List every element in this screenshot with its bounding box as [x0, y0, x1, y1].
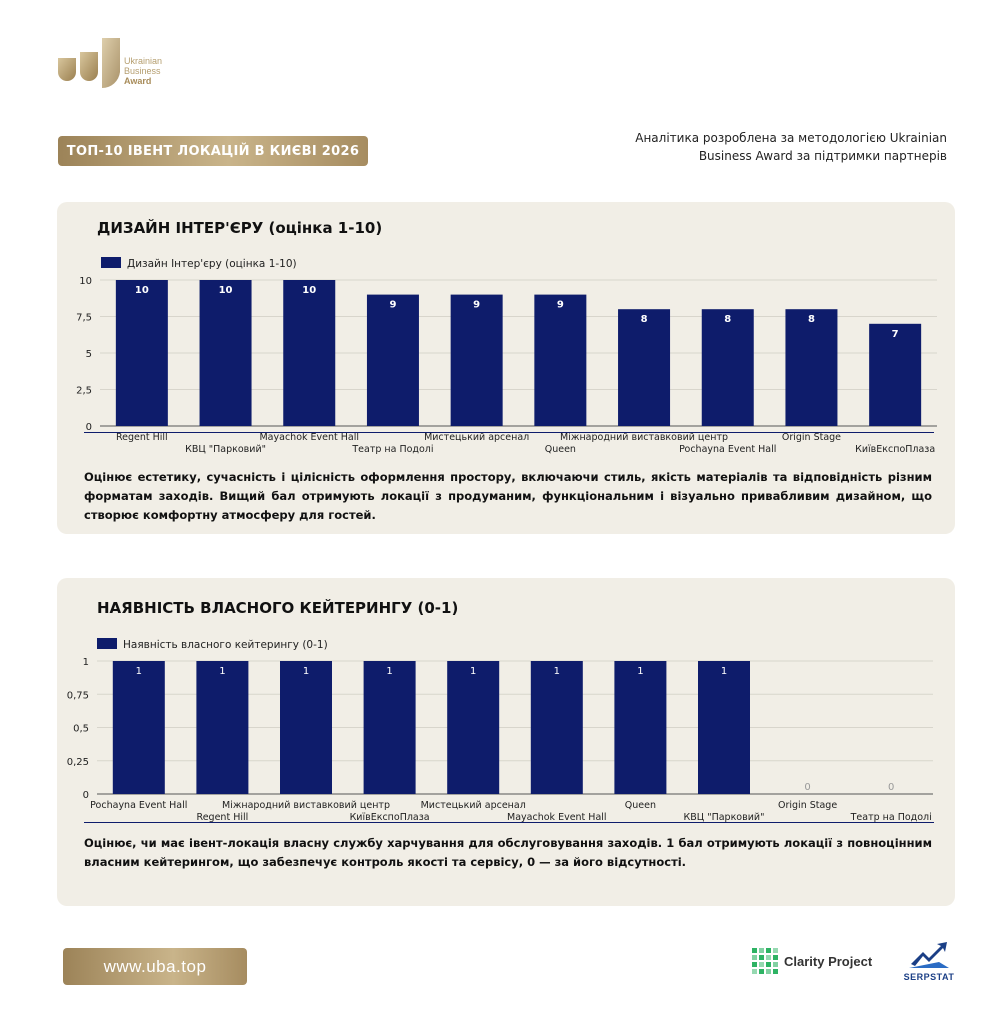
- methodology-note: Аналітика розроблена за методологією Ukr…: [635, 131, 947, 163]
- section-heading: ДИЗАЙН ІНТЕР'ЄРУ (оцінка 1-10): [97, 219, 383, 237]
- y-tick-label: 0,75: [67, 690, 89, 701]
- x-tick-label: Pochayna Event Hall: [679, 444, 776, 455]
- bar: [115, 280, 168, 426]
- data-label: 8: [641, 314, 648, 325]
- x-tick-label: КиївЕкспоПлаза: [350, 812, 430, 823]
- bar: [701, 309, 754, 426]
- catering-chart: Наявність власного кейтерингу (0-1) 0 0,25…: [57, 633, 955, 823]
- data-label: 0: [888, 782, 894, 793]
- y-tick-label: 7,5: [76, 313, 92, 324]
- separator-line: [84, 432, 934, 433]
- serpstat-logo: SERPSTAT: [898, 940, 960, 982]
- x-tick-label: Queen: [545, 444, 576, 455]
- serpstat-chart-icon: [909, 942, 949, 968]
- legend-swatch: [101, 257, 121, 268]
- data-label: 10: [135, 285, 149, 296]
- y-tick-label: 10: [79, 276, 92, 287]
- bar: [534, 294, 587, 426]
- separator-line: [84, 822, 934, 823]
- y-tick-label: 0: [86, 422, 92, 433]
- logo-line-3: Award: [124, 76, 152, 86]
- catering-panel: НАЯВНІСТЬ ВЛАСНОГО КЕЙТЕРИНГУ (0-1) Наяв…: [57, 578, 955, 906]
- bar: [363, 661, 416, 794]
- report-title: ТОП-10 ІВЕНТ ЛОКАЦІЙ В КИЄВІ 2026: [58, 136, 368, 166]
- bar: [366, 294, 419, 426]
- interior-design-chart: Дизайн Інтер'єру (оцінка 1-10) 0 2,5 5 7,5 10…: [57, 250, 955, 462]
- uba-logo: [58, 38, 120, 89]
- x-tick-label: Mayachok Event Hall: [507, 812, 607, 823]
- x-tick-label: КВЦ "Парковий": [684, 812, 765, 823]
- clarity-project-logo: Clarity Project: [752, 947, 872, 975]
- data-label: 1: [219, 666, 225, 677]
- website-link[interactable]: www.uba.top: [63, 948, 247, 985]
- bar: [530, 661, 583, 794]
- y-tick-label: 0,5: [73, 724, 89, 735]
- section-description: Оцінює естетику, сучасність і цілісність…: [84, 470, 932, 522]
- data-label: 1: [721, 666, 727, 677]
- bar: [614, 661, 667, 794]
- logo-line-1: Ukrainian: [124, 56, 163, 66]
- x-tick-label: Мистецький арсенал: [421, 800, 526, 811]
- data-label: 9: [389, 300, 396, 311]
- y-tick-label: 2,5: [76, 386, 92, 397]
- x-tick-label: Origin Stage: [782, 432, 841, 443]
- interior-design-panel: ДИЗАЙН ІНТЕР'ЄРУ (оцінка 1-10) Дизайн Ін…: [57, 202, 955, 534]
- bar-chart-svg: Наявність власного кейтерингу (0-1) 0 0,25…: [67, 638, 933, 823]
- legend-label: Дизайн Інтер'єру (оцінка 1-10): [127, 258, 297, 270]
- x-tick-label: Mayachok Event Hall: [259, 432, 359, 443]
- data-label: 8: [724, 314, 731, 325]
- logo-wordmark: Ukrainian Business Award: [124, 56, 162, 86]
- bar: [283, 280, 336, 426]
- y-tick-label: 1: [83, 657, 89, 668]
- x-tick-label: Мистецький арсенал: [424, 432, 529, 443]
- clarity-grid-icon: [752, 948, 778, 974]
- x-tick-label: Міжнародний виставковий центр: [222, 800, 390, 811]
- section-description: Оцінює, чи має івент-локація власну служ…: [84, 836, 932, 869]
- bar: [280, 661, 332, 794]
- bar: [785, 309, 838, 426]
- x-tick-label: Origin Stage: [778, 800, 837, 811]
- y-tick-label: 0,25: [67, 757, 89, 768]
- x-tick-label: Pochayna Event Hall: [90, 800, 187, 811]
- bar: [196, 661, 249, 794]
- bar: [450, 294, 503, 426]
- bar: [698, 661, 750, 794]
- y-tick-label: 0: [83, 790, 89, 801]
- data-label: 9: [473, 300, 480, 311]
- data-label: 1: [136, 666, 142, 677]
- bar: [869, 323, 922, 426]
- data-label: 1: [386, 666, 392, 677]
- partner-name: Clarity Project: [784, 953, 873, 969]
- x-tick-label: КВЦ "Парковий": [185, 444, 266, 455]
- data-label: 7: [892, 329, 899, 340]
- data-label: 0: [804, 782, 810, 793]
- section-heading: НАЯВНІСТЬ ВЛАСНОГО КЕЙТЕРИНГУ (0-1): [97, 599, 459, 617]
- bar: [112, 661, 165, 794]
- x-tick-label: Театр на Подолі: [850, 812, 932, 823]
- data-label: 10: [302, 285, 316, 296]
- data-label: 1: [637, 666, 643, 677]
- legend-swatch: [97, 638, 117, 649]
- data-label: 10: [219, 285, 233, 296]
- bar: [447, 661, 500, 794]
- x-tick-label: Театр на Подолі: [351, 444, 433, 455]
- y-tick-label: 5: [86, 349, 92, 360]
- logo-line-2: Business: [124, 66, 161, 76]
- partner-name: SERPSTAT: [903, 972, 955, 982]
- x-tick-label: КиївЕкспоПлаза: [855, 444, 935, 455]
- legend-label: Наявність власного кейтерингу (0-1): [123, 639, 328, 651]
- bar-chart-svg: Дизайн Інтер'єру (оцінка 1-10) 0 2,5 5 7,5 10…: [76, 257, 937, 455]
- x-tick-label: Міжнародний виставковий центр: [560, 432, 728, 443]
- data-label: 1: [303, 666, 309, 677]
- data-label: 1: [470, 666, 476, 677]
- x-tick-label: Regent Hill: [116, 432, 168, 443]
- data-label: 8: [808, 314, 815, 325]
- data-label: 1: [554, 666, 560, 677]
- bar: [618, 309, 671, 426]
- bar: [199, 280, 252, 426]
- x-tick-label: Queen: [625, 800, 656, 811]
- data-label: 9: [557, 300, 564, 311]
- x-tick-label: Regent Hill: [197, 812, 249, 823]
